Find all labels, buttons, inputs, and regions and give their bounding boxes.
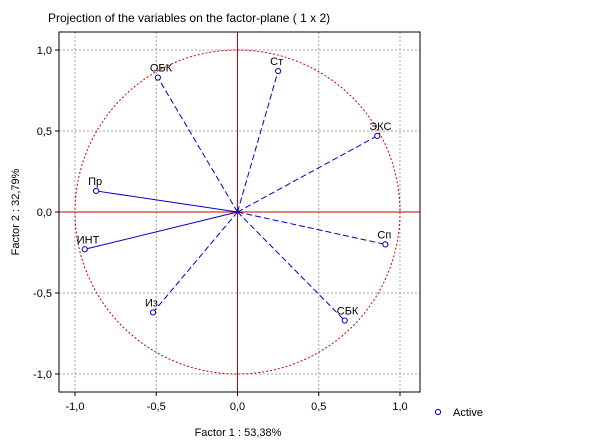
vector-1 [237, 70, 279, 213]
y-tick-label-2: 0,0 [37, 207, 52, 219]
y-tick-label-4: 1,0 [37, 45, 52, 57]
point-label-5: ИНТ [77, 234, 100, 246]
variable-vectors [84, 70, 386, 321]
vector-4 [237, 211, 386, 245]
data-point-4 [382, 241, 389, 248]
vector-2 [237, 135, 378, 213]
x-tick-label-2: 0,0 [230, 401, 245, 413]
point-label-4: Сп [377, 229, 391, 241]
legend: Active [434, 407, 483, 419]
x-tick-label-1: -0,5 [147, 401, 166, 413]
y-tick-label-3: 0,5 [37, 126, 52, 138]
data-point-7 [341, 317, 348, 324]
point-label-2: ЭКС [369, 121, 391, 133]
x-tick-label-4: 1,0 [392, 401, 407, 413]
data-point-0 [154, 74, 161, 81]
variable-points: ОБК Ст ЭКС Пр Сп ИНТ Из СБК [77, 56, 391, 324]
vector-7 [237, 211, 346, 321]
chart-title: Projection of the variables on the facto… [48, 11, 330, 25]
legend-label: Active [453, 407, 483, 419]
point-label-7: СБК [337, 306, 359, 318]
vector-3 [96, 190, 238, 213]
legend-marker [434, 408, 442, 416]
x-tick-label-3: 0,5 [311, 401, 326, 413]
y-axis-label: Factor 2 : 32,79% [10, 168, 22, 255]
vector-6 [152, 211, 238, 313]
x-axis-label: Factor 1 : 53,38% [195, 427, 282, 439]
vector-5 [84, 211, 238, 250]
vector-0 [157, 77, 238, 213]
x-tick-label-0: -1,0 [66, 401, 85, 413]
x-axis-ticks: -1,0 -0,5 0,0 0,5 1,0 [66, 392, 408, 413]
unit-circle [74, 49, 401, 375]
data-point-6 [149, 309, 157, 316]
data-point-5 [81, 246, 88, 253]
y-tick-label-1: -0,5 [33, 288, 52, 300]
y-axis-ticks: -1,0 -0,5 0,0 0,5 1,0 [33, 45, 59, 381]
data-point-2 [374, 132, 381, 139]
point-label-0: ОБК [150, 63, 173, 75]
data-point-3 [93, 187, 100, 195]
y-tick-label-0: -1,0 [33, 369, 52, 381]
point-label-6: Из [145, 297, 158, 309]
unit-circle-path [74, 49, 401, 375]
point-label-3: Пр [88, 176, 102, 188]
data-point-1 [275, 67, 282, 75]
point-label-1: Ст [270, 56, 283, 68]
